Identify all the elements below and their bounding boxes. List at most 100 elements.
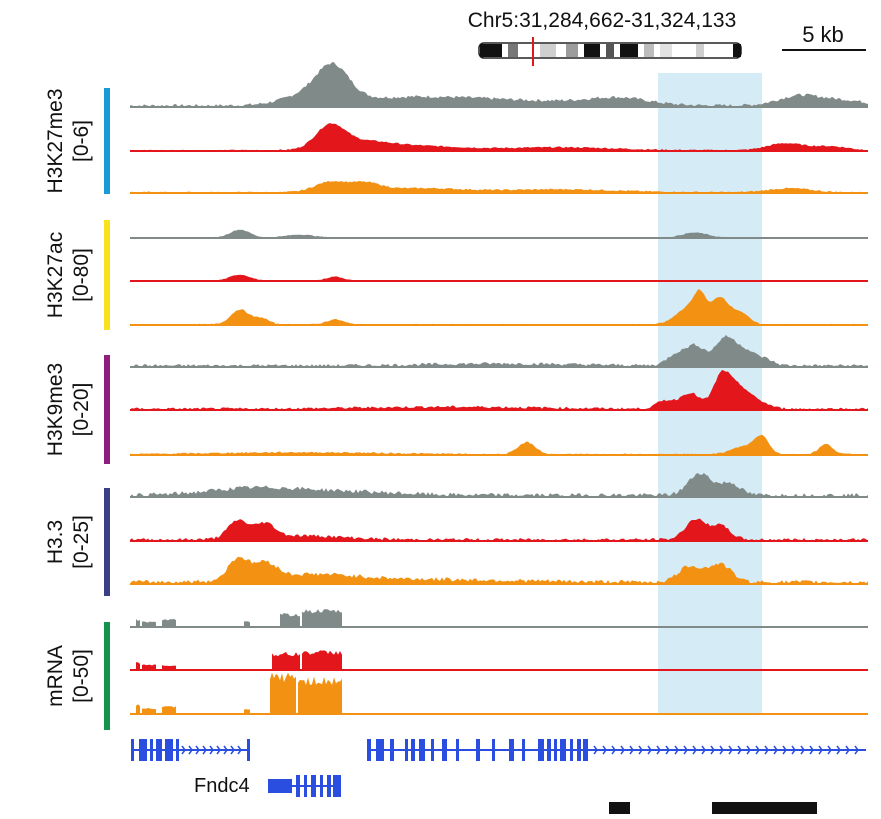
gene-exon [554, 739, 557, 761]
group-color-bar [104, 622, 110, 730]
group-range: [0-25] [70, 515, 93, 569]
signal-track-h3k9me3-2 [130, 370, 868, 410]
group-labels: H3K27me3 [0-6] H3K27ac [0-80] H3K9me3 [0-20] H… [44, 88, 110, 730]
gene-strand-arrow [629, 745, 634, 755]
gene-exon [333, 775, 341, 797]
gene-strand-arrow [665, 745, 670, 755]
group-label: H3K27ac [44, 232, 67, 318]
gene-exon [247, 739, 250, 761]
track-area [130, 62, 868, 715]
signal-track-h3k27me3-2 [130, 123, 868, 151]
scale-label: 5 kb [802, 22, 844, 47]
gene-strand-arrow [223, 745, 228, 755]
gene-exon [509, 739, 514, 761]
gene-exon [376, 739, 384, 761]
gene-exon [411, 739, 415, 761]
gene-strand-arrow [656, 745, 661, 755]
gene-strand-arrow [710, 745, 715, 755]
gene-strand-arrow [638, 745, 643, 755]
group-range: [0-20] [70, 383, 93, 437]
signal-track-mrna-1 [136, 609, 342, 627]
locus-coordinates: Chr5:31,284,662-31,324,133 [468, 9, 737, 32]
group-range: [0-80] [70, 248, 93, 302]
gene-strand-arrow [818, 745, 823, 755]
gene-exon [367, 739, 371, 761]
gene-strand-arrow [181, 745, 186, 755]
region-markers [609, 802, 817, 814]
signal-track-h3k27ac-2 [130, 274, 868, 281]
group-range: [0-6] [70, 120, 93, 162]
gene-label-fndc4: Fndc4 [194, 775, 250, 797]
gene-strand-arrow [683, 745, 688, 755]
gene-exon [583, 739, 588, 761]
gene-strand-arrow [188, 745, 193, 755]
gene-exon [150, 739, 153, 761]
gene-strand-arrow [773, 745, 778, 755]
gene-strand-arrow [692, 745, 697, 755]
gene-strand-arrow [209, 745, 214, 755]
gene-strand-arrow [593, 745, 598, 755]
gene-exon [327, 775, 331, 797]
signal-track-h3k27ac-3 [130, 289, 868, 325]
gene-exon [320, 775, 323, 797]
group-color-bar [104, 355, 110, 464]
gene-annotations [131, 739, 866, 797]
gene-strand-arrow [674, 745, 679, 755]
gene-strand-arrow [611, 745, 616, 755]
gene-exon [390, 739, 394, 761]
region-marker-large [712, 802, 817, 814]
gene-strand-arrow [230, 745, 235, 755]
chromosome-ideogram [478, 37, 742, 66]
gene-strand-arrow [782, 745, 787, 755]
gene-exon [131, 739, 134, 761]
signal-track-h3k27ac-1 [130, 229, 868, 238]
gene-exon [176, 739, 179, 761]
signal-track-h33-1 [130, 473, 868, 497]
signal-track-mrna-2 [136, 650, 342, 670]
gene-exon [311, 775, 316, 797]
gene-exon [268, 779, 292, 793]
gene-strand-arrow [728, 745, 733, 755]
gene-strand-arrow [845, 745, 850, 755]
gene-strand-arrow [791, 745, 796, 755]
group-label: mRNA [44, 645, 67, 707]
gene-strand-arrow [800, 745, 805, 755]
gene-exon [139, 739, 147, 761]
gene-strand-arrow [764, 745, 769, 755]
group-label: H3K27me3 [44, 88, 67, 193]
signal-track-h3k9me3-3 [130, 434, 868, 455]
region-marker-small [609, 802, 630, 814]
gene-strand-arrow [836, 745, 841, 755]
signal-track-h3k9me3-1 [130, 334, 868, 367]
group-color-bar [104, 88, 110, 194]
gene-exon [165, 739, 173, 761]
gene-exon [431, 739, 434, 761]
gene-strand-arrow [854, 745, 859, 755]
gene-exon [456, 739, 459, 761]
signal-track-h33-3 [130, 556, 868, 584]
gene-exon [522, 739, 525, 761]
gene-exon [560, 739, 566, 761]
gene-exon [405, 739, 408, 761]
group-color-bar [104, 220, 110, 330]
signal-track-h3k27me3-1 [130, 62, 868, 107]
gene-strand-arrow [602, 745, 607, 755]
gene-exon [419, 739, 425, 761]
gene-strand-arrow [620, 745, 625, 755]
gene-exon [492, 739, 495, 761]
gene-strand-arrow [809, 745, 814, 755]
gene-exon [538, 739, 544, 761]
signal-track-h3k27me3-3 [130, 180, 868, 193]
gene-strand-arrow [746, 745, 751, 755]
gene-exon [156, 739, 162, 761]
gene-exon [547, 739, 551, 761]
gene-exon [304, 775, 307, 797]
gene-exon [296, 775, 300, 797]
gene-exon [570, 739, 573, 761]
gene-strand-arrow [827, 745, 832, 755]
gene-strand-arrow [202, 745, 207, 755]
signal-track-mrna-3 [136, 672, 342, 714]
gene-exon [577, 739, 581, 761]
gene-exon [476, 739, 480, 761]
gene-strand-arrow [737, 745, 742, 755]
